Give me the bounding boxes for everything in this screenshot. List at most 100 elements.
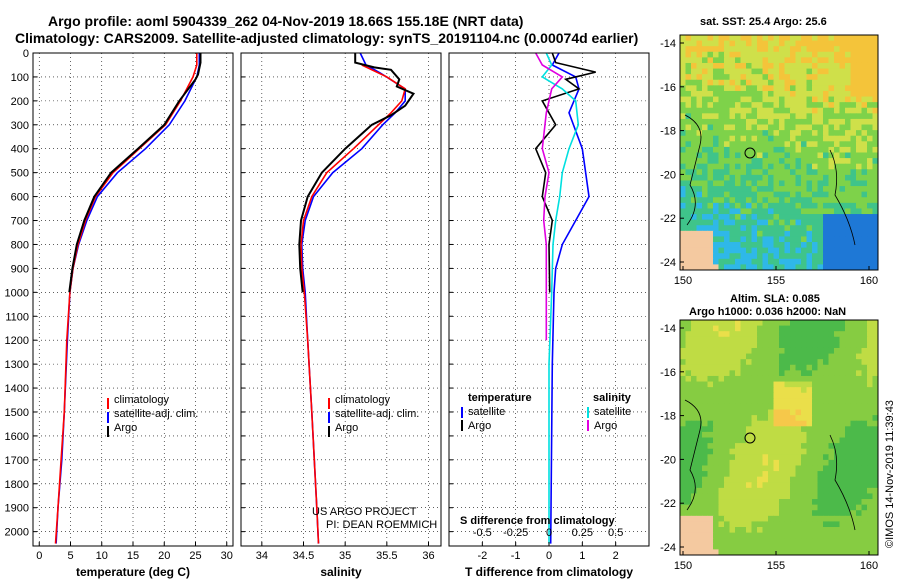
map-cell: [834, 74, 840, 81]
map-cell: [680, 499, 686, 506]
map-cell: [713, 253, 719, 260]
map-cell: [845, 242, 851, 249]
map-cell: [762, 219, 769, 226]
map-cell: [696, 375, 703, 383]
map-cell: [817, 471, 824, 478]
map-cell: [839, 74, 846, 81]
map-cell: [812, 515, 818, 522]
map-cell: [839, 258, 846, 265]
map-cell: [823, 370, 829, 377]
map-cell: [702, 504, 708, 511]
map-cell: [812, 118, 818, 126]
map-cell: [696, 381, 703, 388]
land-cell: [702, 236, 708, 243]
map-cell: [795, 46, 802, 53]
map-cell: [817, 538, 824, 545]
map-cell: [823, 375, 829, 383]
map-cell: [768, 186, 774, 193]
map-cell: [724, 538, 730, 545]
map-cell: [773, 186, 780, 193]
map-cell: [790, 230, 796, 237]
map-cell: [795, 96, 802, 103]
map-cell: [691, 392, 697, 399]
map-cell: [806, 325, 813, 332]
map-cell: [861, 57, 868, 64]
map-cell: [702, 499, 708, 506]
map-cell: [790, 353, 796, 360]
map-cell: [828, 163, 835, 170]
map-cell: [680, 214, 686, 221]
map-cell: [702, 107, 708, 114]
land-cell: [713, 549, 719, 556]
map-cell: [713, 62, 719, 70]
map-cell: [718, 180, 725, 187]
map-cell: [740, 482, 747, 489]
map-cell: [696, 487, 703, 494]
map-cell: [746, 527, 752, 534]
map-cell: [839, 135, 846, 142]
map-cell: [740, 387, 747, 394]
map-cell: [795, 347, 802, 355]
map-cell: [812, 403, 818, 411]
map-cell: [729, 364, 736, 371]
map-cell: [696, 415, 703, 422]
map-cell: [861, 51, 868, 58]
map-cell: [812, 543, 818, 550]
map-cell: [795, 504, 802, 511]
map-cell: [702, 448, 708, 455]
map-cell: [806, 74, 813, 81]
map-cell: [702, 46, 708, 53]
map-cell: [790, 214, 796, 221]
map-cell: [839, 499, 846, 506]
map-cell: [817, 141, 824, 148]
map-cell: [762, 381, 769, 388]
map-cell: [828, 46, 835, 53]
map-cell: [685, 141, 692, 148]
map-cell: [757, 510, 763, 517]
map-cell: [735, 225, 741, 232]
map-cell: [685, 102, 692, 109]
land-cell: [696, 527, 703, 534]
land-cell: [702, 515, 708, 522]
lat-tick-label: -24: [660, 542, 676, 554]
map-cell: [828, 146, 835, 153]
map-cell: [680, 487, 686, 494]
land-cell: [691, 236, 697, 243]
land-cell: [707, 543, 714, 550]
map-cell: [812, 392, 818, 399]
y-tick-label: 900: [11, 263, 29, 275]
map-cell: [845, 247, 851, 254]
map-cell: [779, 543, 785, 550]
map-cell: [702, 197, 708, 204]
map-cell: [834, 79, 840, 86]
map-cell: [746, 370, 752, 377]
map-cell: [685, 325, 692, 332]
map-cell: [680, 180, 686, 187]
map-cell: [784, 85, 791, 92]
map-cell: [834, 476, 840, 483]
map-cell: [762, 68, 769, 75]
map-cell: [779, 141, 785, 148]
map-cell: [713, 258, 719, 265]
map-cell: [773, 543, 780, 550]
map-cell: [872, 347, 879, 355]
map-cell: [806, 538, 813, 545]
map-cell: [768, 40, 774, 47]
map-cell: [746, 102, 752, 109]
map-cell: [696, 325, 703, 332]
map-cell: [773, 471, 780, 478]
map-cell: [867, 169, 873, 176]
map-cell: [691, 96, 697, 103]
map-cell: [685, 107, 692, 114]
map-cell: [757, 96, 763, 103]
map-cell: [872, 124, 879, 131]
map-cell: [812, 375, 818, 383]
map-cell: [795, 375, 802, 383]
map-cell: [856, 208, 862, 215]
map-cell: [680, 62, 686, 70]
map-cell: [801, 174, 807, 181]
map-cell: [757, 342, 763, 349]
map-cell: [823, 202, 829, 209]
map-cell: [735, 96, 741, 103]
land-cell: [691, 247, 697, 254]
